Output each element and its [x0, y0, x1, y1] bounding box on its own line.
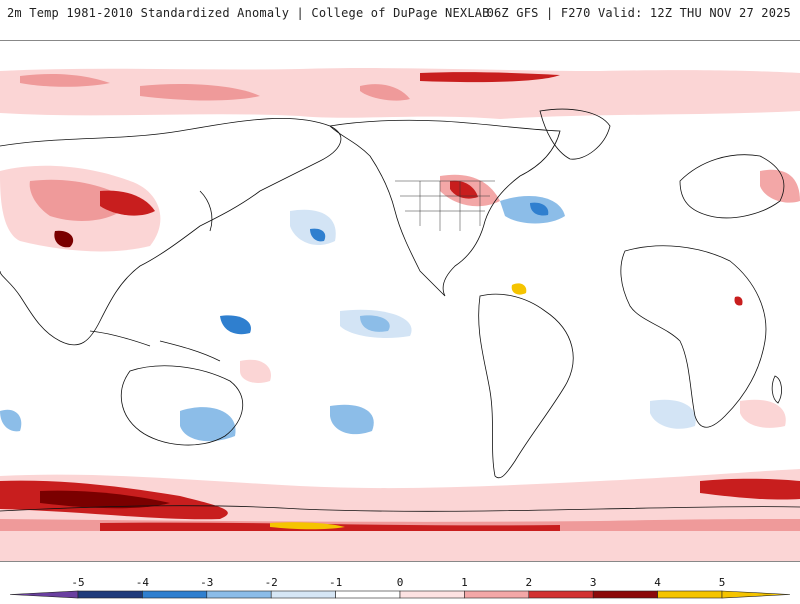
- colorbar-tick-label: -5: [71, 576, 85, 589]
- colorbar-tick-label: -4: [135, 576, 150, 589]
- colorbar-segment: [399, 590, 465, 599]
- colorbar-tick-label: 2: [525, 576, 533, 589]
- political-borders: [395, 180, 495, 231]
- colorbar-segment: [592, 590, 658, 599]
- colorbar-under-arrow: [9, 590, 79, 599]
- map-canvas: [0, 68, 800, 561]
- colorbar-tick-label: 3: [589, 576, 597, 589]
- colorbar-tick-label: 0: [396, 576, 404, 589]
- colorbar-tick-label: -1: [328, 576, 343, 589]
- colorbar-graphic: [9, 590, 791, 599]
- coastlines: [0, 108, 800, 512]
- model-run-info: 06Z GFS | F270 Valid: 12Z THU NOV 27 202…: [486, 6, 791, 20]
- anomaly-map[interactable]: [0, 40, 800, 562]
- colorbar-segment: [77, 590, 143, 599]
- colorbar-tick-label: 5: [718, 576, 726, 589]
- colorbar: [0, 560, 800, 600]
- colorbar-segment: [657, 590, 723, 599]
- colorbar-segment: [528, 590, 594, 599]
- colorbar-segment: [206, 590, 272, 599]
- colorbar-segment: [270, 590, 336, 599]
- colorbar-segment: [142, 590, 208, 599]
- colorbar-tick-label: 1: [461, 576, 468, 589]
- colorbar-tick-label: -2: [264, 576, 278, 589]
- colorbar-segment: [335, 590, 401, 599]
- map-title: 2m Temp 1981-2010 Standardized Anomaly |…: [7, 6, 490, 20]
- colorbar-over-arrow: [721, 590, 791, 599]
- colorbar-segment: [464, 590, 530, 599]
- anomaly-shading: [0, 68, 800, 561]
- colorbar-tick-label: 4: [654, 576, 661, 589]
- colorbar-tick-label: -3: [200, 576, 214, 589]
